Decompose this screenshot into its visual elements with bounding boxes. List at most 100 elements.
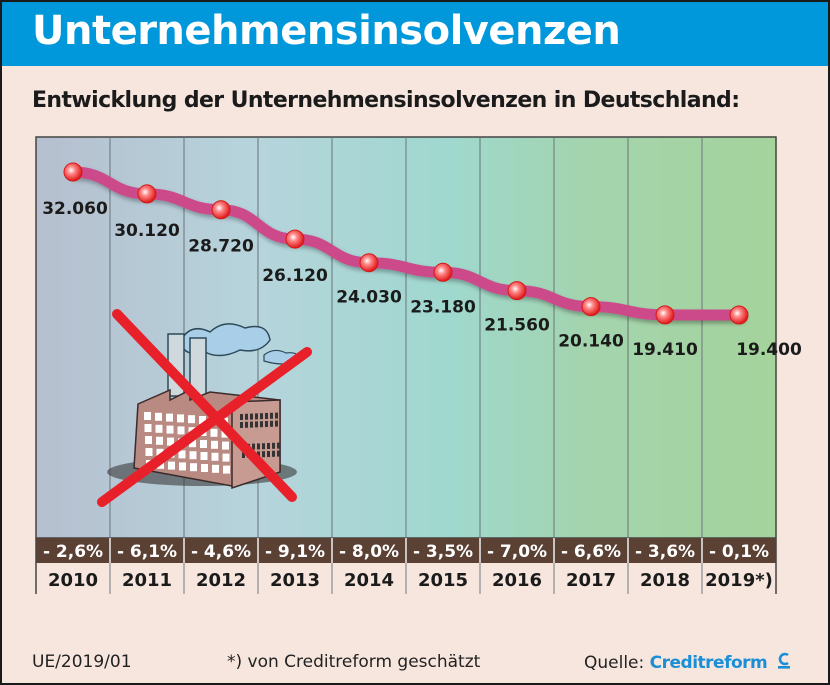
factory-window-side: [240, 422, 243, 428]
change-label: - 3,6%: [635, 542, 695, 562]
value-label: 32.060: [42, 199, 108, 219]
factory-window-side: [262, 451, 265, 458]
factory-window: [167, 437, 174, 446]
factory-window: [177, 414, 184, 423]
factory-window: [212, 464, 219, 473]
source-credit: Quelle: Creditreform: [584, 652, 791, 673]
line-chart: 32.060 30.120 28.720 26.120 24.030 23.180 21.5…: [35, 136, 802, 594]
data-point: [359, 253, 379, 273]
factory-window: [166, 425, 174, 434]
factory-window-side: [252, 443, 255, 450]
year-tick-label: 2010: [48, 570, 98, 591]
factory-window-side: [260, 413, 263, 420]
factory-window: [178, 450, 186, 459]
factory-window: [211, 440, 218, 449]
year-tick-label: 2016: [492, 570, 542, 591]
value-label: 23.180: [410, 297, 476, 317]
document-code: UE/2019/01: [32, 652, 132, 672]
factory-window: [211, 452, 219, 461]
factory-window-side: [242, 452, 245, 458]
creditreform-logo: Creditreform: [649, 653, 768, 673]
creditreform-c-icon: [777, 652, 790, 669]
factory-window-side: [270, 412, 273, 419]
data-point: [729, 305, 749, 325]
factory-window-side: [267, 443, 270, 449]
value-label: 19.400: [736, 340, 802, 360]
factory-window-side: [260, 421, 263, 428]
year-tick-label: 2015: [418, 570, 468, 591]
chart-subtitle: Entwicklung der Unternehmensinsolvenzen …: [32, 88, 740, 113]
factory-window: [166, 413, 173, 422]
value-label: 21.560: [484, 316, 550, 336]
factory-window-side: [267, 451, 270, 457]
factory-window: [168, 461, 175, 470]
change-label: - 2,6%: [43, 542, 103, 562]
year-tick-label: 2017: [566, 570, 616, 591]
cross-stroke-1: [112, 309, 297, 502]
factory-window: [190, 463, 197, 472]
factory-window: [177, 426, 185, 435]
year-tick-label: 2014: [344, 570, 394, 591]
year-tick-label: 2018: [640, 570, 690, 591]
factory-window-side: [250, 421, 253, 428]
factory-window: [200, 452, 208, 460]
change-label: - 9,1%: [265, 542, 325, 562]
page-title: Unternehmensinsolvenzen: [32, 8, 621, 54]
factory-window-side: [270, 420, 273, 427]
factory-window: [156, 448, 164, 457]
factory-window-side: [240, 414, 243, 420]
year-tick-label: 2012: [196, 570, 246, 591]
factory-window-side: [275, 420, 278, 427]
factory-window: [222, 453, 230, 462]
factory-window-side: [262, 443, 265, 450]
factory-window: [222, 441, 229, 450]
factory-window: [199, 416, 206, 424]
factory-window-side: [245, 421, 248, 428]
change-label: - 0,1%: [709, 542, 769, 562]
factory-window: [210, 428, 218, 437]
change-label: - 8,0%: [339, 542, 399, 562]
factory-window-side: [257, 451, 260, 458]
factory-window: [145, 448, 153, 456]
estimate-note: *) von Creditreform geschätzt: [227, 652, 481, 672]
data-point: [581, 297, 601, 317]
data-point: [137, 184, 157, 204]
value-label: 19.410: [632, 340, 698, 360]
source-label: Quelle:: [584, 653, 645, 673]
factory-window: [189, 439, 196, 448]
year-tick-label: 2013: [270, 570, 320, 591]
cross-stroke-2: [97, 347, 312, 507]
data-point: [655, 305, 675, 325]
value-label: 20.140: [558, 332, 624, 352]
factory-window-side: [272, 450, 275, 457]
value-label: 24.030: [336, 288, 402, 308]
factory-window: [144, 424, 152, 432]
factory-window: [188, 415, 195, 424]
year-tick-label: 2011: [122, 570, 172, 591]
change-label: - 6,6%: [561, 542, 621, 562]
data-point: [433, 262, 453, 282]
factory-window: [223, 465, 230, 474]
data-point: [507, 281, 527, 301]
factory-window-side: [250, 413, 253, 420]
header-bar: Unternehmensinsolvenzen: [2, 2, 828, 66]
factory-window-side: [277, 442, 280, 449]
factory-window-side: [272, 442, 275, 449]
year-tick-label: 2019*): [705, 570, 773, 591]
factory-window-side: [245, 413, 248, 420]
factory-window: [156, 436, 163, 445]
factory-window: [201, 464, 208, 472]
factory-window: [155, 412, 162, 421]
factory-window-side: [265, 421, 268, 427]
change-label: - 6,1%: [117, 542, 177, 562]
data-point: [63, 162, 83, 182]
factory-window-side: [275, 412, 278, 419]
value-label: 30.120: [114, 221, 180, 241]
factory-window: [145, 436, 152, 444]
factory-window-side: [255, 421, 258, 428]
value-label: 26.120: [262, 266, 328, 286]
factory-window-side: [265, 413, 268, 419]
crossed-out-factory-illustration: [97, 309, 312, 507]
change-label: - 7,0%: [487, 542, 547, 562]
